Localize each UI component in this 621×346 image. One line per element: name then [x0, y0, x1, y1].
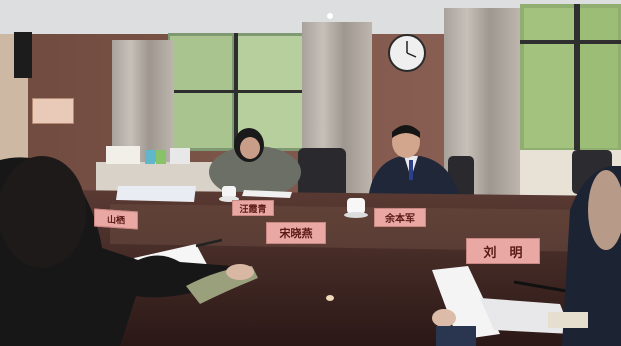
- wall-notice: [32, 98, 74, 124]
- nameplate-center: 宋晓燕: [266, 222, 326, 244]
- curtain: [112, 40, 174, 164]
- person-man: [368, 156, 460, 200]
- pen-icon: [513, 280, 573, 294]
- chair: [298, 148, 346, 198]
- nameplate-man: 余本军: [374, 208, 426, 227]
- nameplate-right: 刘 明: [466, 238, 540, 264]
- paper-document: [116, 186, 196, 202]
- pen-icon: [195, 238, 223, 248]
- nameplate-woman: 汪霞青: [232, 200, 274, 216]
- person-woman: [209, 146, 301, 198]
- ceiling-light-icon: [327, 13, 333, 19]
- speaker-icon: [14, 32, 32, 78]
- paper-document: [242, 190, 292, 198]
- paper-document: [432, 266, 500, 340]
- nameplate-left: 山栖: [94, 208, 138, 230]
- file-stack: [106, 146, 140, 164]
- teacup-icon: [344, 198, 368, 218]
